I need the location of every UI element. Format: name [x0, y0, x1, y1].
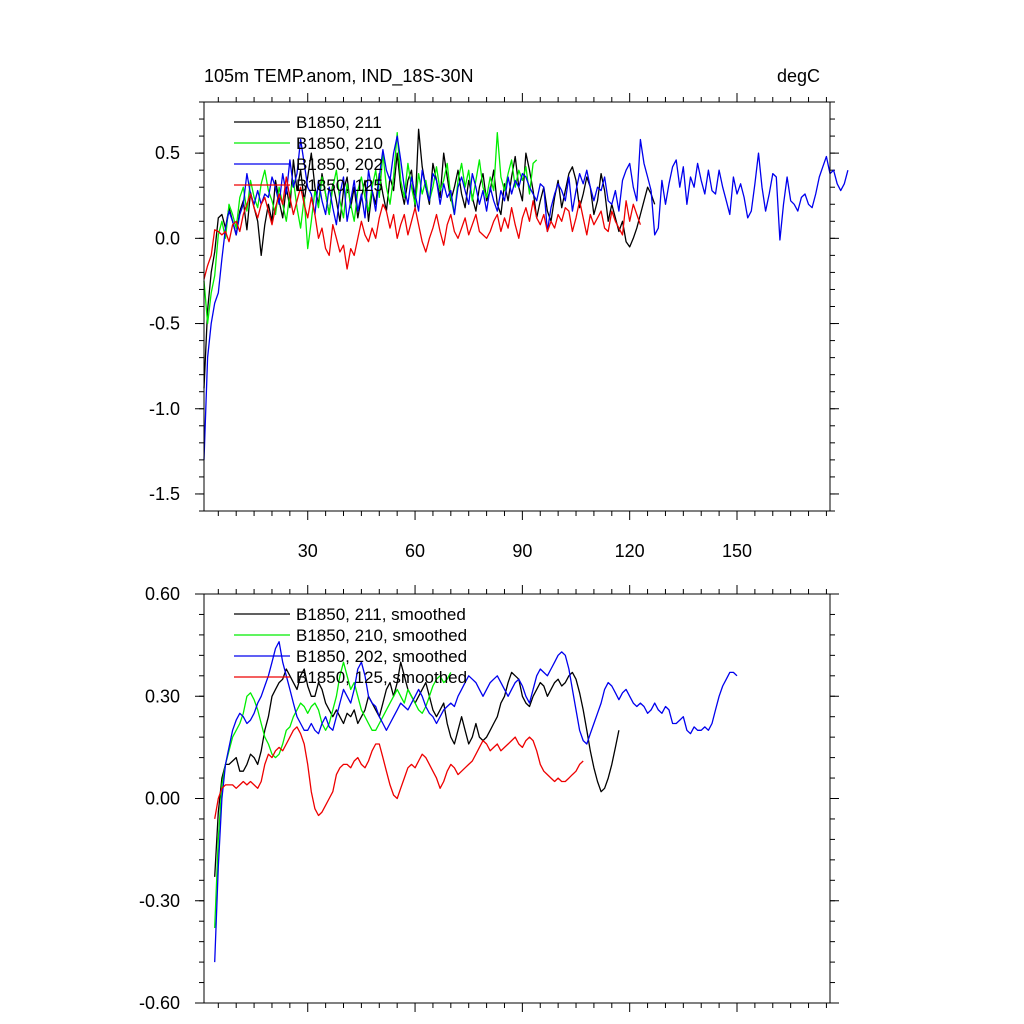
- legend-label: B1850, 202, smoothed: [296, 647, 467, 666]
- legend-label: B1850, 125: [296, 176, 383, 195]
- series-line: [214, 661, 620, 877]
- axis-ticks: [195, 93, 839, 520]
- y-tick-label: 0.30: [145, 686, 180, 706]
- y-tick-label: -1.0: [149, 399, 180, 419]
- series-line: [203, 176, 642, 280]
- y-tick-label: 0.0: [155, 228, 180, 248]
- series-lines: [214, 641, 738, 963]
- x-tick-label: 90: [512, 541, 532, 561]
- x-tick-labels: 30 60 90 120 150: [298, 541, 752, 561]
- axis-ticks: [195, 585, 839, 1012]
- series-lines: [203, 128, 849, 460]
- x-tick-label: 60: [405, 541, 425, 561]
- series-line: [203, 135, 849, 460]
- units-label: degC: [777, 66, 820, 86]
- plot-frame: [203, 101, 831, 512]
- y-tick-label: 0.00: [145, 789, 180, 809]
- y-tick-labels: -0.60 -0.30 0.00 0.30 0.60: [139, 584, 180, 1013]
- x-tick-label: 150: [722, 541, 752, 561]
- y-tick-label: -0.60: [139, 993, 180, 1013]
- chart-title: 105m TEMP.anom, IND_18S-30N: [204, 66, 473, 87]
- bottom-panel: -0.60 -0.30 0.00 0.30 0.60 B1850, 211, s…: [139, 584, 839, 1013]
- series-line: [214, 641, 738, 963]
- y-tick-label: -0.30: [139, 891, 180, 911]
- legend-label: B1850, 210, smoothed: [296, 626, 467, 645]
- y-tick-label: -1.5: [149, 484, 180, 504]
- plot-frame: [203, 593, 831, 1004]
- top-panel: 105m TEMP.anom, IND_18S-30N degC -1.5 -1…: [149, 66, 849, 561]
- legend-label: B1850, 125, smoothed: [296, 668, 467, 687]
- series-line: [203, 128, 656, 389]
- legend-label: B1850, 211: [296, 113, 382, 132]
- legend: B1850, 211, smoothed B1850, 210, smoothe…: [234, 605, 467, 687]
- x-tick-label: 120: [615, 541, 645, 561]
- legend-label: B1850, 211, smoothed: [296, 605, 466, 624]
- series-line: [214, 661, 452, 929]
- x-tick-label: 30: [298, 541, 318, 561]
- series-line: [214, 726, 584, 820]
- legend-label: B1850, 210: [296, 134, 383, 153]
- y-tick-label: 0.5: [155, 143, 180, 163]
- y-tick-labels: -1.5 -1.0 -0.5 0.0 0.5: [149, 143, 180, 504]
- y-tick-label: -0.5: [149, 314, 180, 334]
- legend-label: B1850, 202: [296, 155, 383, 174]
- legend: B1850, 211 B1850, 210 B1850, 202 B1850, …: [234, 113, 383, 195]
- y-tick-label: 0.60: [145, 584, 180, 604]
